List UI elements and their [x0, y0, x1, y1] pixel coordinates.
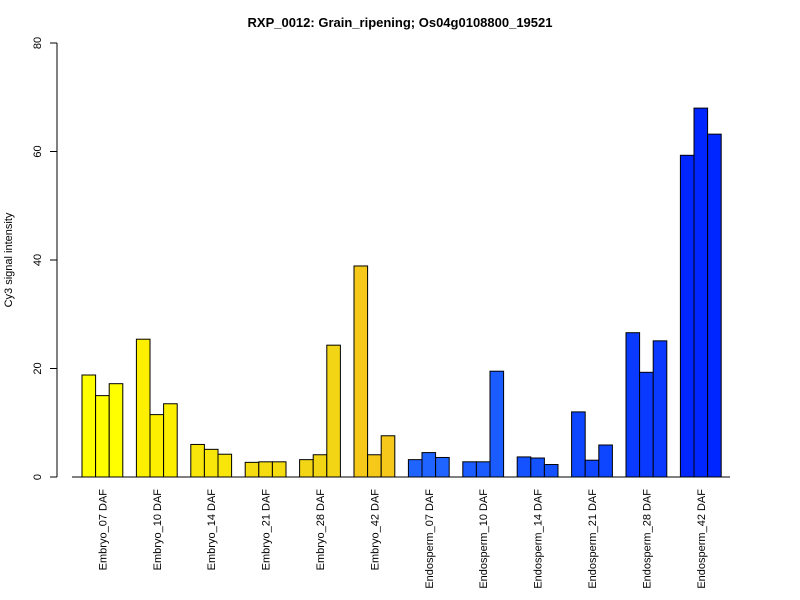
- bar: [312, 454, 328, 478]
- bar: [135, 338, 151, 478]
- y-axis-label: Cy3 signal intensity: [3, 212, 15, 307]
- bar: [693, 107, 709, 478]
- bar: [258, 461, 273, 478]
- bar: [516, 456, 532, 478]
- y-tick-label: 60: [32, 145, 44, 157]
- bar: [190, 443, 205, 478]
- bar: [299, 459, 314, 478]
- bar: [407, 459, 423, 478]
- chart-title: RXP_0012: Grain_ripening; Os04g0108800_1…: [248, 15, 553, 30]
- bar: [598, 444, 613, 478]
- bar: [489, 370, 505, 478]
- x-tick-label: Embryo_42 DAF: [369, 489, 381, 571]
- bar: [435, 456, 450, 478]
- x-tick-label: Endosperm_21 DAF: [587, 489, 599, 589]
- y-tick-label: 0: [32, 474, 44, 480]
- bar: [95, 395, 110, 478]
- bar: [639, 371, 654, 478]
- x-tick-label: Endosperm_42 DAF: [696, 489, 708, 589]
- bar: [217, 453, 233, 478]
- bar: [543, 464, 559, 478]
- x-tick-label: Embryo_07 DAF: [97, 489, 109, 571]
- bar: [271, 461, 287, 478]
- bar: [707, 133, 722, 478]
- bar: [367, 454, 382, 478]
- bars: [81, 107, 722, 478]
- bar: [462, 461, 477, 478]
- category-labels: Embryo_07 DAF Embryo_10 DAF Embryo_14 DAF E…: [97, 489, 707, 589]
- bar: [625, 332, 641, 478]
- bar: [421, 452, 437, 478]
- bar: [81, 374, 97, 478]
- x-tick-label: Embryo_10 DAF: [152, 489, 164, 571]
- bar: [571, 411, 586, 478]
- x-tick-label: Embryo_21 DAF: [261, 489, 273, 571]
- bar: [679, 154, 695, 478]
- bar: [353, 265, 369, 478]
- bar: [163, 403, 178, 478]
- y-axis: 0 20 40 60 80: [32, 37, 58, 480]
- x-tick-label: Endosperm_28 DAF: [641, 489, 653, 589]
- bar: [108, 383, 124, 478]
- y-tick-label: 40: [32, 254, 44, 266]
- bar: [475, 461, 491, 478]
- x-tick-label: Endosperm_14 DAF: [533, 489, 545, 589]
- bar: [380, 435, 396, 478]
- bar: [203, 448, 219, 478]
- x-tick-label: Embryo_28 DAF: [315, 489, 327, 571]
- y-tick-label: 20: [32, 362, 44, 374]
- bar: [584, 459, 600, 478]
- bar: [149, 414, 165, 478]
- x-tick-label: Endosperm_07 DAF: [424, 489, 436, 589]
- bar: [244, 461, 260, 478]
- bar: [530, 457, 545, 478]
- bar: [652, 340, 668, 478]
- y-tick-label: 80: [32, 37, 44, 49]
- x-tick-label: Endosperm_10 DAF: [478, 489, 490, 589]
- bar: [326, 344, 341, 478]
- x-tick-label: Embryo_14 DAF: [206, 489, 218, 571]
